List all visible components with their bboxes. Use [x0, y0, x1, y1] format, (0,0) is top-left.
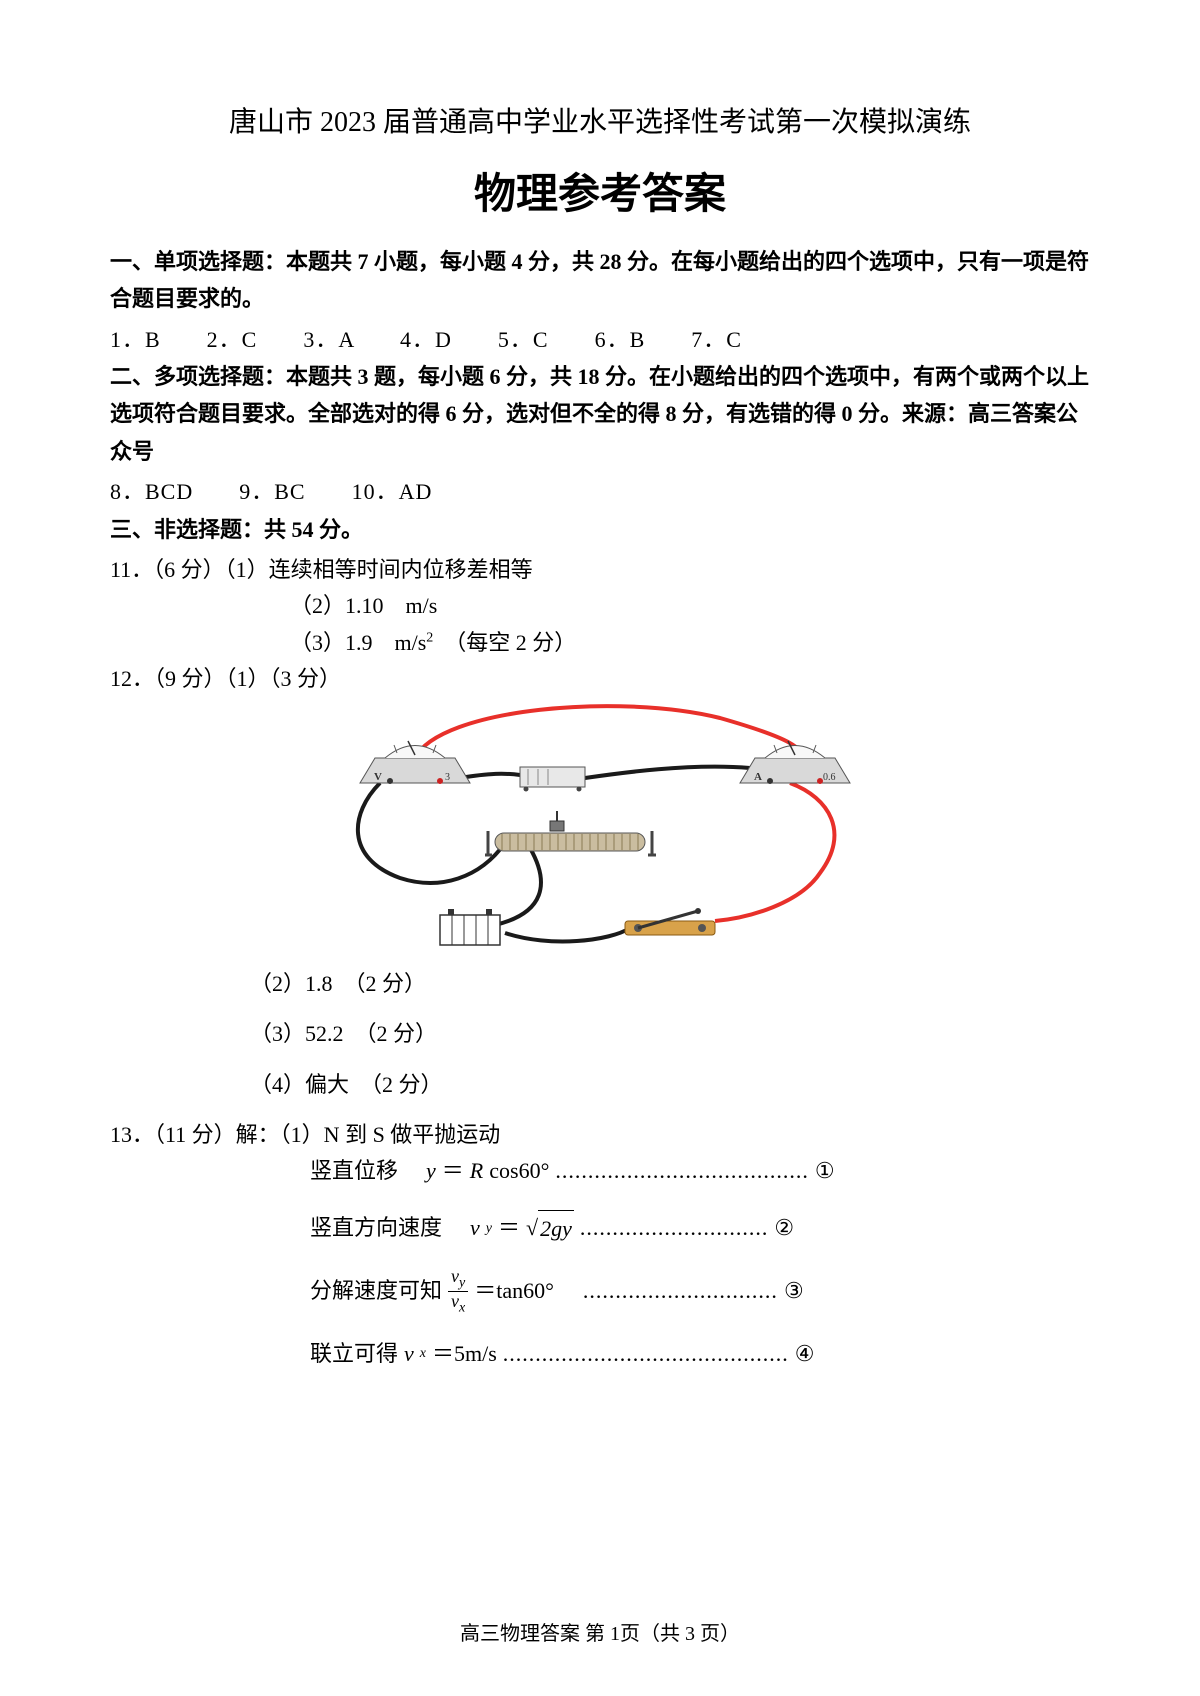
svg-text:3: 3	[445, 772, 450, 783]
q13-eq2-pre: 竖直方向速度	[310, 1210, 464, 1246]
resistor-icon	[520, 767, 585, 792]
section1-answers: 1．B 2．C 3．A 4．D 5．C 6．B 7．C	[110, 322, 1090, 358]
section3-header: 三、非选择题：共 54 分。	[110, 511, 1090, 548]
circuit-svg: V 3 A 0.6	[320, 703, 880, 953]
q11-part1: 11．（6 分）（1）连续相等时间内位移差相等	[110, 552, 1090, 588]
q13-eq3-num-v: v	[451, 1266, 459, 1286]
q13-eq2-v: v	[470, 1210, 480, 1246]
q13-header: 13．（11 分）解：（1）N 到 S 做平抛运动	[110, 1117, 1090, 1153]
q13-eq4-dots: ........................................…	[503, 1336, 789, 1372]
rheostat-icon	[485, 811, 656, 855]
q13-eq2-mid: ＝	[498, 1210, 520, 1246]
sqrt-icon: √2gy	[526, 1210, 574, 1247]
q13-eq4-sub: x	[420, 1342, 426, 1365]
q13-eq1-dots: .......................................	[555, 1153, 809, 1189]
q13-eq3-den-v: v	[451, 1291, 459, 1311]
q11-3b: （每空 2 分）	[433, 630, 576, 655]
q13-eq1-pre: 竖直位移	[310, 1153, 420, 1189]
q13-eq2-dots: .............................	[580, 1210, 769, 1246]
q12-part2: （2）1.8 （2 分）	[110, 966, 1090, 1002]
q13-eq3-den-sub: x	[459, 1300, 465, 1315]
q13-eq3-dots: ..............................	[560, 1273, 778, 1309]
q11-part3: （3）1.9 m/s2 （每空 2 分）	[110, 625, 1090, 661]
section1-header: 一、单项选择题：本题共 7 小题，每小题 4 分，共 28 分。在每小题给出的四…	[110, 243, 1090, 318]
svg-text:A: A	[754, 771, 762, 783]
q13-eq4: 联立可得 vx ＝5m/s ..........................…	[110, 1336, 1090, 1372]
q13-eq4-num: ④	[795, 1336, 815, 1372]
q13-eq4-rest: ＝5m/s	[432, 1336, 497, 1372]
section2-header: 二、多项选择题：本题共 3 题，每小题 6 分，共 18 分。在小题给出的四个选…	[110, 358, 1090, 470]
page-footer: 高三物理答案 第 1页（共 3 页）	[0, 1617, 1200, 1646]
q13-eq3-num-sub: y	[459, 1276, 465, 1291]
q12-part3: （3）52.2 （2 分）	[110, 1016, 1090, 1052]
exam-title: 唐山市 2023 届普通高中学业水平选择性考试第一次模拟演练	[110, 100, 1090, 140]
q12-part4: （4）偏大 （2 分）	[110, 1067, 1090, 1103]
q13-eq1-mid: ＝	[442, 1153, 464, 1189]
fraction-icon: vy vx	[448, 1267, 468, 1316]
q13-eq2-num: ②	[774, 1210, 794, 1246]
section2-answers: 8．BCD 9．BC 10．AD	[110, 474, 1090, 510]
q13-eq3-num: ③	[784, 1273, 804, 1309]
voltmeter-icon: V 3	[360, 741, 470, 784]
q13-eq2-sub: y	[486, 1217, 492, 1240]
ammeter-icon: A 0.6	[740, 741, 850, 784]
svg-text:V: V	[374, 771, 382, 783]
q11-part2: （2）1.10 m/s	[110, 588, 1090, 624]
q13-eq2: 竖直方向速度 vy ＝ √2gy .......................…	[110, 1210, 1090, 1247]
q13-eq3-mid: ＝tan60°	[474, 1273, 554, 1309]
circuit-diagram: V 3 A 0.6	[110, 703, 1090, 958]
q13-eq1-y: y	[426, 1153, 436, 1189]
q11-3a: （3）1.9 m/s	[290, 630, 426, 655]
switch-icon	[625, 908, 715, 935]
q13-eq1-R: R	[470, 1153, 483, 1189]
q13-eq4-v: v	[404, 1336, 414, 1372]
battery-icon	[440, 909, 500, 945]
q13-eq1: 竖直位移 y ＝ R cos60° ......................…	[110, 1153, 1090, 1189]
q12-header: 12．（9 分）（1）（3 分）	[110, 661, 1090, 697]
q13-eq4-pre: 联立可得	[310, 1336, 398, 1372]
q13-eq1-num: ①	[815, 1153, 835, 1189]
q13-eq3: 分解速度可知 vy vx ＝tan60° ...................…	[110, 1267, 1090, 1316]
q13-eq2-sqrt: 2gy	[538, 1210, 574, 1247]
svg-text:0.6: 0.6	[823, 772, 836, 783]
q13-eq1-rest: cos60°	[489, 1153, 549, 1189]
q13-eq3-pre: 分解速度可知	[310, 1273, 442, 1309]
subject-title: 物理参考答案	[110, 160, 1090, 221]
